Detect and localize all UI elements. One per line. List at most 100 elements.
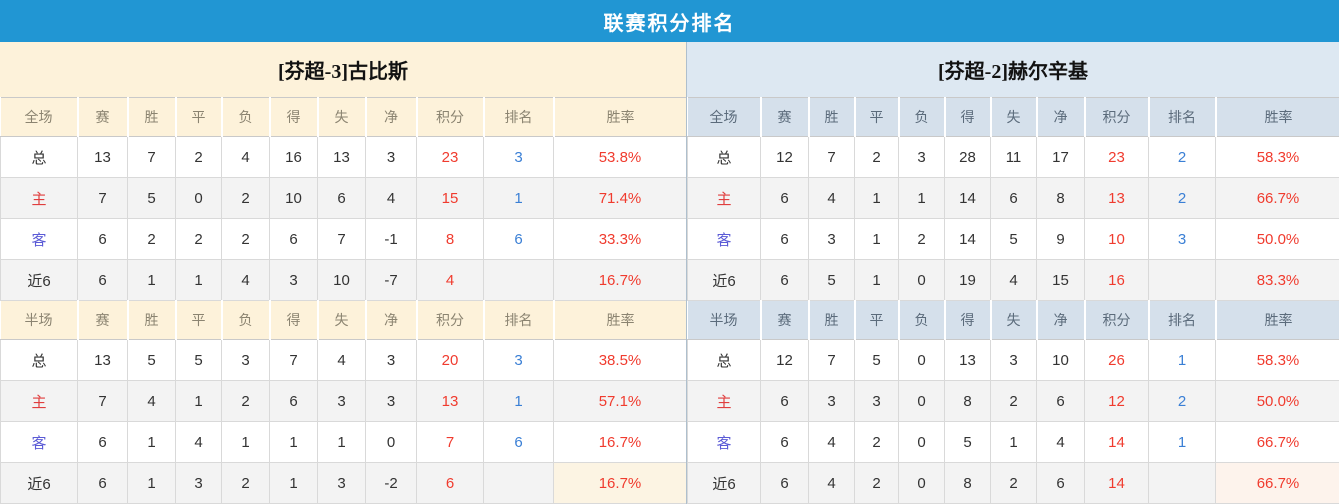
winrate-cell: 50.0% [1216,219,1339,260]
points-cell: 10 [1085,219,1149,260]
section-label: 全场 [688,98,761,137]
stat-cell: 4 [809,463,855,504]
column-header: 净 [1037,98,1085,137]
stat-cell: 4 [318,340,366,381]
rank-cell [484,260,554,301]
section-header-row: 全场赛胜平负得失净积分排名胜率 [1,98,687,137]
rank-cell [484,463,554,504]
winrate-cell: 16.7% [554,260,687,301]
stat-cell: 2 [855,422,899,463]
stat-cell: -7 [366,260,417,301]
winrate-cell: 66.7% [1216,178,1339,219]
stat-cell: 14 [945,219,991,260]
column-header: 得 [945,301,991,340]
stat-cell: 1 [855,178,899,219]
stat-cell: 2 [855,137,899,178]
stat-cell: 12 [761,340,809,381]
stat-cell: 4 [809,178,855,219]
stat-cell: 1 [128,463,176,504]
column-header: 胜率 [554,301,687,340]
row-label: 总 [1,340,78,381]
stat-cell: 0 [899,381,945,422]
section-header-row: 半场赛胜平负得失净积分排名胜率 [688,301,1339,340]
stat-cell: 5 [809,260,855,301]
stat-cell: 9 [1037,219,1085,260]
stat-cell: 2 [222,463,270,504]
column-header: 得 [270,301,318,340]
rank-cell: 2 [1149,381,1216,422]
stat-cell: 5 [128,178,176,219]
row-label: 总 [688,340,761,381]
section-label: 半场 [688,301,761,340]
stat-cell: 7 [809,137,855,178]
stat-cell: 8 [1037,178,1085,219]
stat-cell: 1 [270,463,318,504]
column-header: 平 [855,301,899,340]
column-header: 负 [899,98,945,137]
rank-cell: 1 [484,178,554,219]
row-label: 近6 [1,463,78,504]
column-header: 排名 [1149,98,1216,137]
team-title: [芬超-3]古比斯 [0,42,686,97]
stat-cell: 15 [1037,260,1085,301]
stat-cell: 13 [78,340,128,381]
stat-cell: 3 [855,381,899,422]
stat-cell: 1 [176,260,222,301]
column-header: 积分 [1085,98,1149,137]
points-cell: 20 [417,340,484,381]
stat-cell: 7 [78,381,128,422]
column-header: 净 [366,98,417,137]
stat-cell: 10 [1037,340,1085,381]
stat-cell: 1 [128,260,176,301]
stat-cell: 6 [78,422,128,463]
stat-cell: 4 [809,422,855,463]
column-header: 失 [991,98,1037,137]
stat-cell: 0 [899,422,945,463]
stat-cell: 1 [176,381,222,422]
winrate-cell: 71.4% [554,178,687,219]
column-header: 净 [366,301,417,340]
stat-cell: 4 [1037,422,1085,463]
stat-cell: 2 [991,463,1037,504]
stat-cell: 5 [855,340,899,381]
page-title: 联赛积分排名 [604,7,736,36]
column-header: 平 [176,301,222,340]
column-header: 胜率 [1216,301,1339,340]
stat-cell: 1 [270,422,318,463]
stat-cell: 13 [78,137,128,178]
column-header: 平 [176,98,222,137]
stat-cell: 6 [761,463,809,504]
stat-cell: 1 [128,422,176,463]
column-header: 失 [991,301,1037,340]
stat-cell: 1 [318,422,366,463]
stat-cell: 4 [128,381,176,422]
stat-cell: 6 [991,178,1037,219]
stat-cell: 13 [945,340,991,381]
stat-cell: 2 [222,178,270,219]
column-header: 胜率 [1216,98,1339,137]
rank-cell: 2 [1149,178,1216,219]
stat-cell: 5 [991,219,1037,260]
stat-cell: 6 [270,219,318,260]
row-label: 近6 [1,260,78,301]
rank-cell: 6 [484,219,554,260]
points-cell: 6 [417,463,484,504]
winrate-cell: 16.7% [554,422,687,463]
stat-cell: 12 [761,137,809,178]
row-label: 主 [1,178,78,219]
rank-cell: 3 [484,340,554,381]
stat-cell: 0 [366,422,417,463]
stat-cell: 4 [366,178,417,219]
stat-cell: 6 [761,260,809,301]
row-label: 近6 [688,463,761,504]
column-header: 赛 [78,301,128,340]
